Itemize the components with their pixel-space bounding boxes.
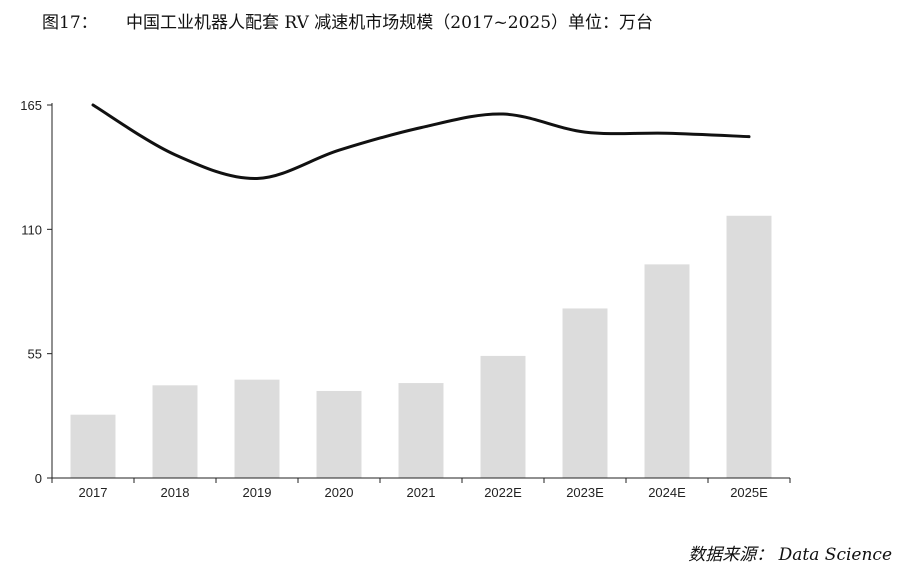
x-tick-label: 2018: [161, 485, 190, 500]
bar-series: [70, 215, 772, 478]
x-axis: 2017 2018 2019 2020 2021 2022E 2023E 2024E 2025E: [51, 477, 791, 500]
bar-2022E: [480, 355, 526, 478]
line-series: [91, 103, 751, 180]
bar-2017: [70, 414, 116, 478]
y-tick-label: 0: [35, 471, 42, 486]
bar-2024E: [644, 264, 690, 478]
chart-title: 图17： 中国工业机器人配套 RV 减速机市场规模（2017~2025）单位：万台: [42, 10, 653, 36]
title-text: 中国工业机器人配套 RV 减速机市场规模（2017~2025）单位：万台: [126, 13, 654, 33]
bar-2020: [316, 390, 362, 478]
x-tick-label: 2022E: [484, 485, 522, 500]
x-tick-label: 2023E: [566, 485, 604, 500]
source-note: 数据来源： Data Science: [688, 545, 892, 565]
x-tick-label: 2024E: [648, 485, 686, 500]
bar-2025E: [726, 215, 772, 478]
x-tick-label: 2017: [79, 485, 108, 500]
bar-2018: [152, 385, 198, 478]
bar-2023E: [562, 308, 608, 478]
y-tick-label: 110: [21, 222, 42, 237]
x-tick-label: 2025E: [730, 485, 768, 500]
bar-2021: [398, 383, 444, 478]
y-tick-label: 55: [28, 347, 42, 362]
y-axis: 0 55 110 165: [20, 98, 53, 486]
x-tick-label: 2019: [243, 485, 272, 500]
x-tick-label: 2020: [325, 485, 354, 500]
x-tick-label: 2021: [407, 485, 436, 500]
figure-label: 图17：: [42, 13, 98, 33]
bar-2019: [234, 379, 280, 478]
y-tick-label: 165: [20, 98, 42, 113]
line-path: [91, 103, 751, 180]
